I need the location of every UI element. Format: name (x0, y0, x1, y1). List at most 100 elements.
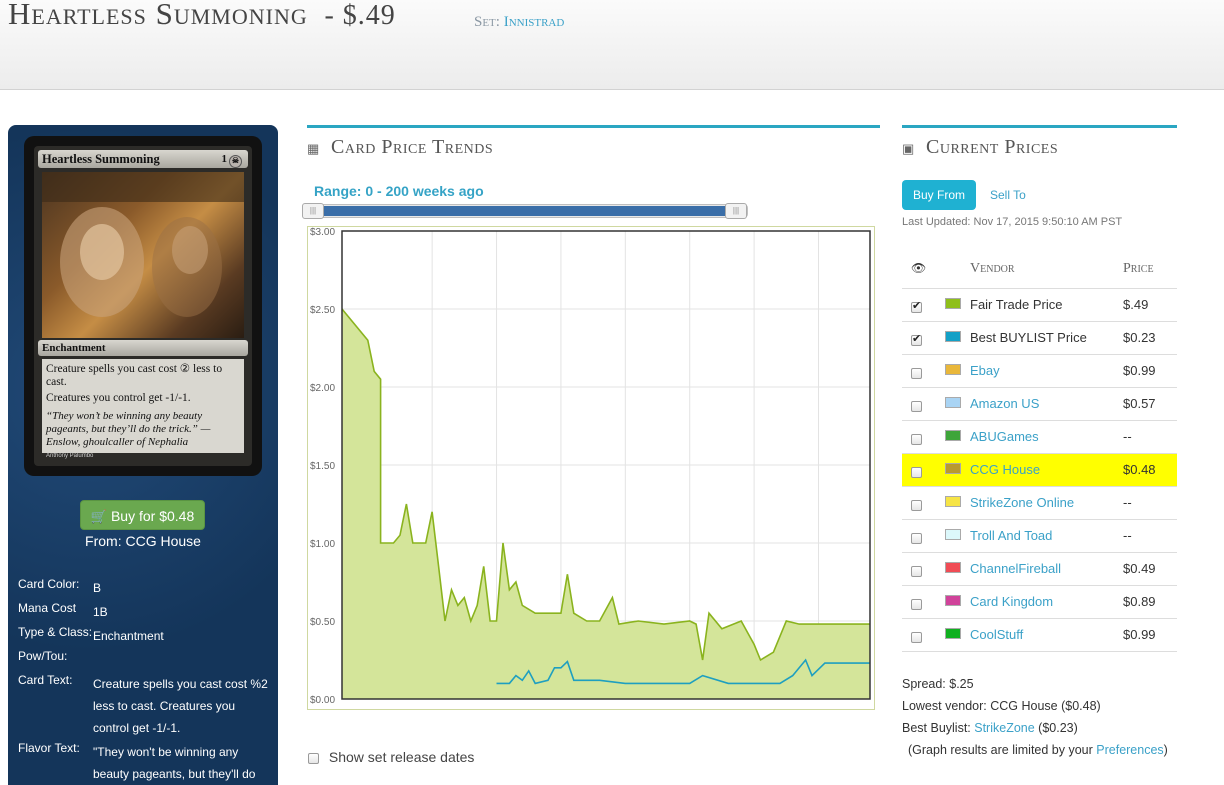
vendor-checkbox[interactable] (911, 500, 922, 512)
range-end-handle[interactable]: ||| (725, 203, 747, 219)
card-image: Heartless Summoning 1 ☠ Enchantment Creat… (24, 136, 262, 476)
vendor-price: -- (1123, 528, 1132, 543)
vendor-name[interactable]: Amazon US (970, 396, 1040, 411)
y-tick-label: $0.00 (310, 695, 335, 706)
info-row-powtou: Pow/Tou: (18, 649, 68, 663)
card-rules-1: Creature spells you cast cost ② less to … (46, 363, 223, 388)
trends-title: ▦ Card Price Trends (307, 136, 494, 158)
best-buylist-link[interactable]: StrikeZone (974, 721, 1035, 735)
y-tick-label: $1.50 (310, 461, 335, 472)
tab-buy-from[interactable]: Buy From (902, 180, 976, 210)
buy-from-vendor: From: CCG House (85, 533, 201, 549)
range-label: Range: 0 - 200 weeks ago (314, 183, 484, 199)
vendor-checkbox[interactable] (911, 599, 922, 611)
vendor-row: Card Kingdom $0.89 (902, 586, 1177, 619)
vendor-price: $0.49 (1123, 561, 1156, 576)
vendor-name[interactable]: ABUGames (970, 429, 1039, 444)
vendor-name[interactable]: Card Kingdom (970, 594, 1054, 609)
tab-sell-to[interactable]: Sell To (990, 188, 1026, 202)
show-release-toggle[interactable]: Show set release dates (308, 749, 474, 765)
series-line-1 (496, 658, 870, 685)
set-info: Set: Innistrad (474, 14, 564, 31)
vendor-name[interactable]: StrikeZone Online (970, 495, 1075, 510)
vendor-checkbox[interactable] (911, 401, 922, 413)
vendor-color-swatch (945, 298, 961, 309)
vendor-name[interactable]: CoolStuff (970, 627, 1024, 642)
vendor-row: Troll And Toad -- (902, 520, 1177, 553)
buy-button[interactable]: 🛒 Buy for $0.48 (80, 500, 205, 530)
card-name-title: Heartless Summoning (8, 0, 308, 31)
card-artist: Anthony Palumbo (46, 453, 94, 459)
page-title: Heartless Summoning - $.49 (8, 0, 396, 32)
info-row-flavor: Flavor Text: "They won't be winning any b… (18, 741, 256, 781)
vendor-checkbox[interactable] (911, 467, 922, 479)
card-type-line: Enchantment (38, 340, 248, 356)
preferences-link[interactable]: Preferences (1096, 743, 1164, 757)
set-link[interactable]: Innistrad (503, 14, 565, 30)
vendor-checkbox[interactable] (911, 299, 922, 314)
vendor-checkbox[interactable] (911, 434, 922, 446)
vendor-price: -- (1123, 429, 1132, 444)
card-mana-cost: 1 ☠ (222, 150, 242, 168)
vendor-rows: Fair Trade Price $.49 Best BUYLIST Price $0… (902, 289, 1177, 652)
vendor-name[interactable]: Ebay (970, 363, 1000, 378)
vendor-color-swatch (945, 628, 961, 639)
swamp-mana-icon: ☠ (229, 155, 242, 168)
vendor-checkbox[interactable] (911, 332, 922, 347)
trends-accent-bar (307, 125, 880, 128)
vendor-price: $0.57 (1123, 396, 1156, 411)
show-release-checkbox[interactable] (308, 752, 319, 764)
series-area-0 (342, 309, 870, 699)
vendor-checkbox[interactable] (911, 632, 922, 644)
card-panel: Heartless Summoning 1 ☠ Enchantment Creat… (8, 125, 278, 785)
vendor-row: StrikeZone Online -- (902, 487, 1177, 520)
spread-text: Spread: $.25 (902, 677, 974, 691)
card-flavor: “They won’t be winning any beauty pagean… (46, 410, 211, 448)
vendor-color-swatch (945, 397, 961, 408)
info-row-text: Card Text: Creature spells you cast cost … (18, 673, 268, 735)
vendor-table-header: 👁 Vendor Price (902, 252, 1177, 289)
card-rules-2: Creatures you control get -1/-1. (46, 392, 191, 404)
series-line-0 (341, 308, 870, 662)
vendor-name: Fair Trade Price (970, 297, 1063, 312)
best-buylist-text: Best Buylist: StrikeZone ($0.23) (902, 721, 1078, 735)
cart-icon: 🛒 (90, 509, 107, 524)
vendor-name[interactable]: CCG House (970, 462, 1041, 477)
vendor-color-swatch (945, 430, 961, 441)
vendor-price: $0.23 (1123, 330, 1156, 345)
info-row-color: Card Color: B (18, 577, 102, 595)
money-icon: ▣ (902, 141, 915, 156)
vendor-color-swatch (945, 562, 961, 573)
info-row-mana: Mana Cost 1B (18, 601, 108, 619)
last-updated: Last Updated: Nov 17, 2015 9:50:10 AM PS… (902, 216, 1123, 228)
y-tick-label: $1.00 (310, 539, 335, 550)
vendor-checkbox[interactable] (911, 368, 922, 380)
vendor-price: $0.48 (1123, 462, 1156, 477)
vendor-color-swatch (945, 364, 961, 375)
vendor-price: $.49 (1123, 297, 1149, 312)
vendor-checkbox[interactable] (911, 533, 922, 545)
vendor-row: Fair Trade Price $.49 (902, 289, 1177, 322)
vendor-price: $0.99 (1123, 627, 1156, 642)
current-accent-bar (902, 125, 1177, 128)
vendor-name[interactable]: Troll And Toad (970, 528, 1053, 543)
y-tick-label: $3.00 (310, 227, 335, 238)
vendor-row: Amazon US $0.57 (902, 388, 1177, 421)
vendor-checkbox[interactable] (911, 566, 922, 578)
card-price-title: - $.49 (324, 0, 396, 31)
plot-frame (341, 230, 871, 700)
vendor-row: Ebay $0.99 (902, 355, 1177, 388)
price-chart-svg: $3.00$2.50$2.00$1.50$1.00$0.50$0.00Jul 2… (310, 227, 871, 722)
range-slider[interactable]: ||| ||| (302, 203, 748, 219)
vendor-row: CCG House $0.48 (902, 454, 1177, 487)
card-info: Card Color: B Mana Cost 1B Type & Class: En… (18, 577, 273, 785)
range-start-handle[interactable]: ||| (302, 203, 324, 219)
graph-note: (Graph results are limited by your Prefe… (908, 743, 1168, 757)
vendor-price: -- (1123, 495, 1132, 510)
set-label: Set: (474, 14, 500, 30)
current-title: ▣ Current Prices (902, 136, 1059, 158)
vendor-name[interactable]: ChannelFireball (970, 561, 1062, 576)
range-slider-fill (315, 206, 735, 216)
y-tick-label: $2.50 (310, 305, 335, 316)
vendor-row: CoolStuff $0.99 (902, 619, 1177, 652)
